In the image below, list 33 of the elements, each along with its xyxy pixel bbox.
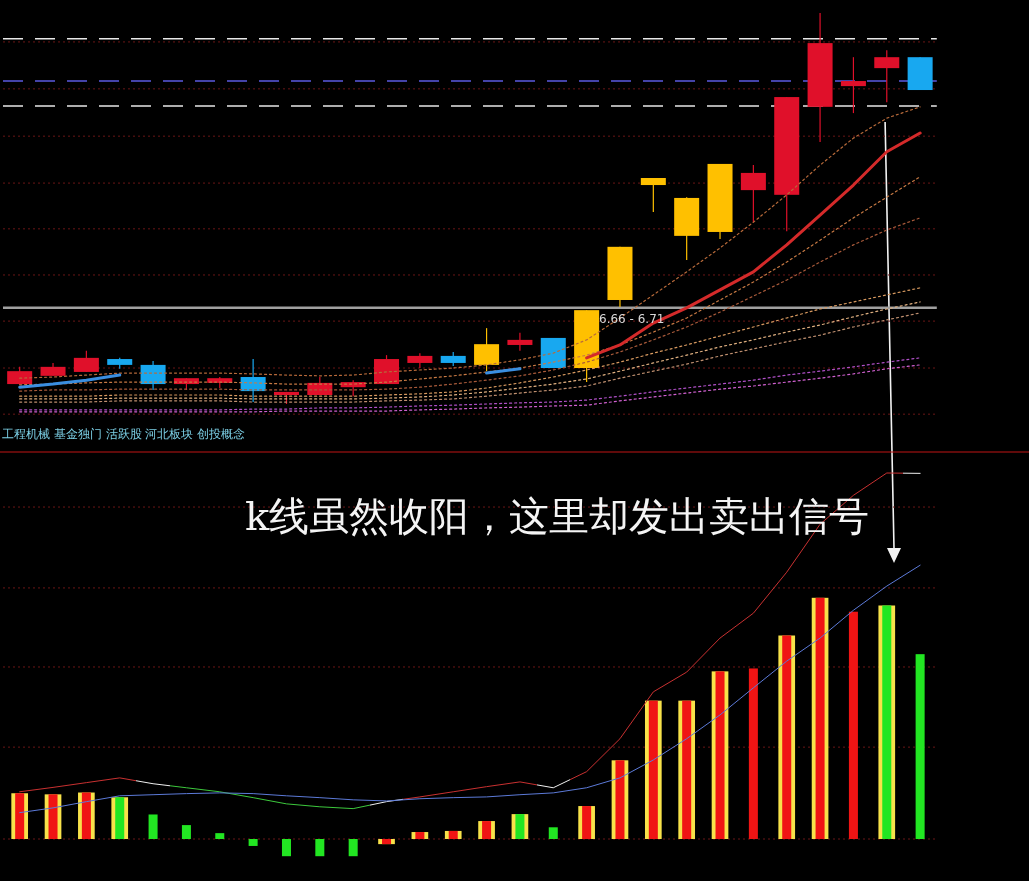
bar [81, 792, 91, 839]
bar [281, 839, 291, 857]
bar [382, 839, 392, 845]
bar [448, 830, 458, 839]
bar [315, 839, 325, 857]
bar [15, 793, 25, 839]
bar [615, 760, 625, 839]
bar [415, 832, 425, 839]
bar [882, 605, 892, 839]
bar [548, 827, 558, 839]
bar [748, 668, 758, 839]
bar [515, 814, 525, 839]
candlestick [507, 332, 533, 352]
bar [115, 797, 125, 839]
annotation: k线虽然收阳，这里却发出卖出信号 [245, 493, 870, 539]
bar [915, 654, 925, 839]
bar [648, 700, 658, 839]
bar [482, 821, 492, 839]
text: 工程机械 基金独门 活跃股 河北板块 创投概念 [2, 427, 246, 441]
bar [148, 814, 158, 839]
bar [215, 833, 225, 839]
bar [715, 671, 725, 839]
bar [181, 825, 191, 839]
bar [815, 597, 825, 839]
bar [848, 611, 858, 839]
candlestick [840, 56, 866, 114]
bar [782, 635, 792, 839]
bar [682, 700, 692, 839]
bar [348, 839, 358, 857]
bar [248, 839, 258, 846]
bar [582, 806, 592, 839]
bar [48, 794, 58, 839]
annotation: 6.66 - 6.71 [599, 311, 665, 326]
